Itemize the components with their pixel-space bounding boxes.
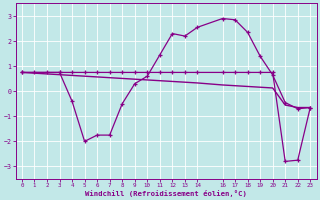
X-axis label: Windchill (Refroidissement éolien,°C): Windchill (Refroidissement éolien,°C) xyxy=(85,190,247,197)
